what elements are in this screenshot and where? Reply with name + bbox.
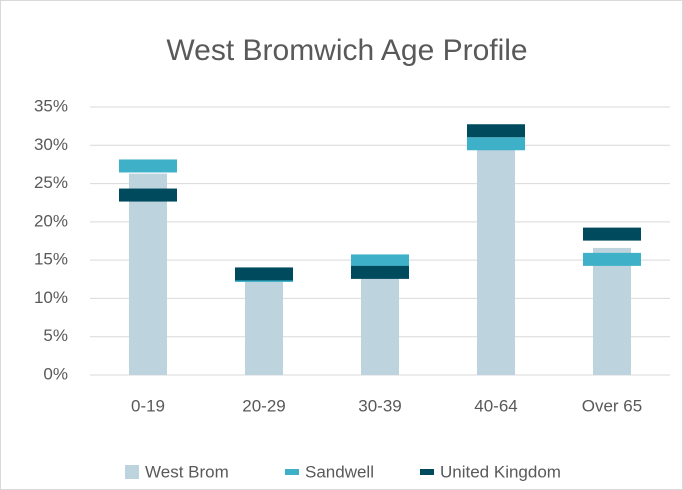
marker [583, 227, 641, 241]
marker [351, 265, 409, 279]
marker [119, 159, 177, 173]
x-tick-label: 40-64 [474, 396, 517, 415]
y-tick-label: 0% [43, 364, 68, 383]
x-tick-label: 20-29 [242, 396, 285, 415]
y-tick-label: 5% [43, 326, 68, 345]
y-tick-label: 30% [34, 135, 68, 154]
legend-swatch [420, 469, 434, 475]
legend-swatch [125, 465, 139, 479]
x-tick-label: Over 65 [582, 396, 642, 415]
y-tick-label: 10% [34, 288, 68, 307]
bar [361, 275, 399, 375]
y-tick-label: 20% [34, 211, 68, 230]
bar [245, 275, 283, 375]
bar [129, 173, 167, 375]
chart-title: West Bromwich Age Profile [166, 34, 527, 67]
marker [467, 137, 525, 151]
marker [235, 267, 293, 281]
marker [583, 252, 641, 266]
x-tick-label: 0-19 [131, 396, 165, 415]
legend-swatch [285, 469, 299, 475]
y-tick-label: 35% [34, 96, 68, 115]
marker [119, 188, 177, 202]
y-tick-label: 25% [34, 173, 68, 192]
bar [477, 145, 515, 375]
bar [593, 247, 631, 375]
legend-label: United Kingdom [440, 462, 561, 481]
x-tick-label: 30-39 [358, 396, 401, 415]
legend-label: West Brom [145, 462, 229, 481]
legend-label: Sandwell [305, 462, 374, 481]
marker [351, 254, 409, 268]
marker [467, 124, 525, 138]
y-tick-label: 15% [34, 250, 68, 269]
